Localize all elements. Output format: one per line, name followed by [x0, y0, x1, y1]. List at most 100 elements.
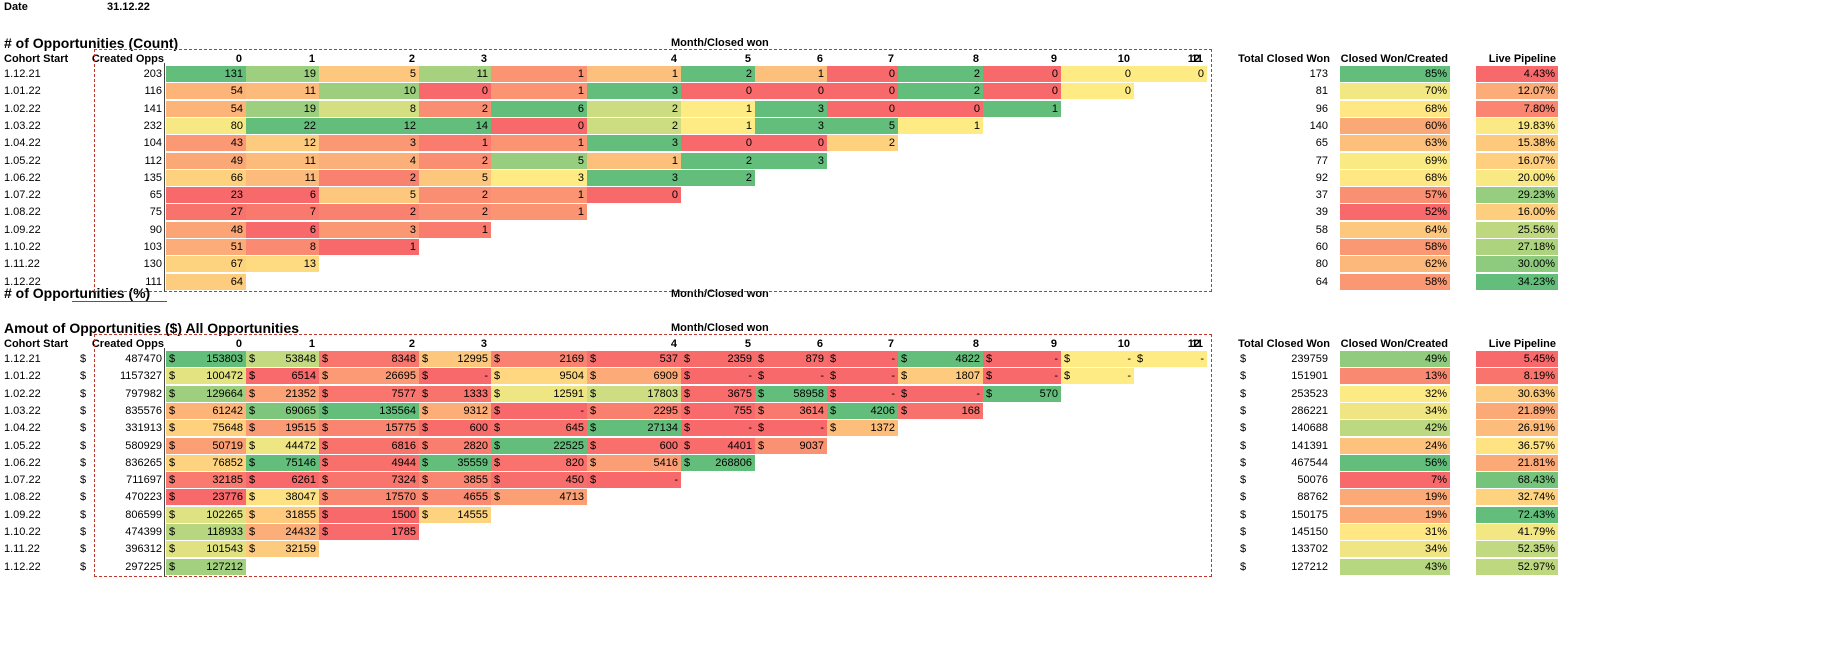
live-pipeline-cell: 72.43%: [1476, 506, 1558, 523]
month-header-0: 0: [235, 53, 242, 65]
cohort-cell: $7577: [319, 385, 419, 402]
cohort-cell-value: 19: [303, 102, 316, 115]
live-pipeline-cell: 36.57%: [1476, 437, 1558, 454]
cohort-start-header: Cohort Start: [4, 53, 69, 65]
cohort-cell: $820: [491, 454, 587, 471]
cohort-cell-value: 22525: [553, 439, 584, 452]
cohort-cell: $69065: [246, 402, 319, 419]
currency-symbol: $: [249, 508, 256, 521]
month-header-7: 7: [887, 338, 894, 350]
cohort-cell: 2: [587, 100, 681, 117]
currency-symbol: $: [422, 439, 429, 452]
currency-symbol: $: [590, 456, 597, 469]
cohort-cell: $1807: [898, 368, 983, 385]
currency-symbol: $: [1240, 508, 1247, 521]
cohort-cell-value: 44472: [285, 439, 316, 452]
currency-symbol: $: [1064, 370, 1071, 383]
closed-won-created-cell: 62%: [1340, 256, 1450, 273]
cohort-cell-value: 600: [659, 439, 678, 452]
cohort-cell: $4713: [491, 489, 587, 506]
currency-symbol: $: [422, 508, 429, 521]
cohort-start-cell: 1.11.22: [4, 258, 40, 271]
cohort-cell: $600: [419, 420, 491, 437]
closed-won-created-cell: 64%: [1340, 221, 1450, 238]
currency-symbol: $: [1240, 474, 1247, 487]
cohort-cell-value: 4822: [955, 353, 980, 365]
cohort-cell-value: 23776: [212, 491, 243, 504]
currency-symbol: $: [169, 526, 176, 538]
currency-symbol: $: [249, 353, 256, 365]
cohort-cell-value: 1333: [463, 387, 488, 400]
cohort-cell-value: -: [748, 422, 752, 435]
currency-symbol: $: [901, 353, 908, 365]
cohort-cell-value: 135564: [379, 404, 416, 417]
currency-symbol: $: [1240, 543, 1247, 556]
total-closed-won-cell: 286221: [1291, 404, 1328, 417]
currency-symbol: $: [249, 456, 256, 469]
total-closed-won-cell: 151901: [1291, 370, 1328, 383]
cohort-cell: $7324: [319, 472, 419, 489]
live-pipeline-cell: 52.97%: [1476, 558, 1558, 575]
currency-symbol: $: [986, 353, 993, 365]
cohort-cell: $100472: [166, 368, 246, 385]
cohort-cell-value: 0: [1197, 68, 1204, 80]
cohort-cell: 5: [419, 169, 491, 186]
cohort-cell-value: 3675: [727, 387, 752, 400]
currency-symbol: $: [901, 404, 908, 417]
cohort-cell-value: 75648: [212, 422, 243, 435]
cohort-cell: $27134: [587, 420, 681, 437]
cohort-cell: $3675: [681, 385, 755, 402]
cohort-cell-value: -: [674, 474, 678, 487]
cohort-cell: 2: [681, 152, 755, 169]
cohort-cell: $8348: [319, 351, 419, 367]
cohort-cell-value: 2: [973, 68, 980, 80]
cohort-cell-value: 1: [671, 154, 678, 167]
cohort-cell-value: 1807: [955, 370, 980, 383]
cohort-cell: 80: [166, 117, 246, 134]
cohort-cell: 2: [419, 187, 491, 204]
cohort-cell-value: 5: [409, 189, 416, 202]
cohort-cell-value: 24432: [285, 526, 316, 538]
cohort-cell-value: 75146: [285, 456, 316, 469]
cohort-cell-value: 0: [1051, 68, 1058, 80]
cohort-cell-value: -: [580, 404, 584, 417]
cohort-cell-value: 12: [403, 119, 416, 132]
cohort-cell-value: 1: [817, 68, 824, 80]
cohort-cell: 3: [755, 152, 827, 169]
cohort-cell-value: 0: [1124, 68, 1131, 80]
cohort-cell-value: 5416: [653, 456, 678, 469]
cohort-cell-value: 600: [469, 422, 488, 435]
cohort-cell-value: 12: [303, 137, 316, 150]
cohort-cell: $537: [587, 351, 681, 367]
cohort-cell-value: 9037: [799, 439, 824, 452]
currency-symbol: $: [249, 387, 256, 400]
cohort-cell-value: 8: [409, 102, 416, 115]
created-opps-cell: 331913: [125, 422, 162, 435]
cohort-cell-value: 0: [817, 137, 824, 150]
cohort-cell: 2: [587, 117, 681, 134]
live-pipeline-cell: 68.43%: [1476, 472, 1558, 489]
live-pipeline-cell: 5.45%: [1476, 351, 1558, 367]
cohort-cell: 1: [681, 100, 755, 117]
live-pipeline-header: Live Pipeline: [1488, 53, 1556, 65]
cohort-cell-value: 4206: [870, 404, 895, 417]
currency-symbol: $: [80, 439, 87, 452]
total-closed-won-cell: 96: [1315, 102, 1328, 115]
cohort-cell-value: 67: [230, 258, 243, 271]
currency-symbol: $: [1240, 353, 1247, 365]
cohort-cell: $ -: [827, 385, 898, 402]
closed-won-created-cell: 52%: [1340, 204, 1450, 221]
currency-symbol: $: [249, 404, 256, 417]
total-closed-won-cell: 133702: [1291, 543, 1328, 556]
currency-symbol: $: [758, 422, 765, 435]
cohort-cell: 2: [319, 169, 419, 186]
cohort-cell: $ -: [898, 385, 983, 402]
cohort-cell-value: 27134: [647, 422, 678, 435]
currency-symbol: $: [322, 456, 329, 469]
currency-symbol: $: [684, 422, 691, 435]
cohort-cell-value: 537: [659, 353, 678, 365]
cohort-cell-value: 6: [309, 223, 316, 236]
cohort-cell: $31855: [246, 506, 319, 523]
month-header-3: 3: [480, 53, 487, 65]
cohort-start-cell: 1.02.22: [4, 387, 41, 400]
